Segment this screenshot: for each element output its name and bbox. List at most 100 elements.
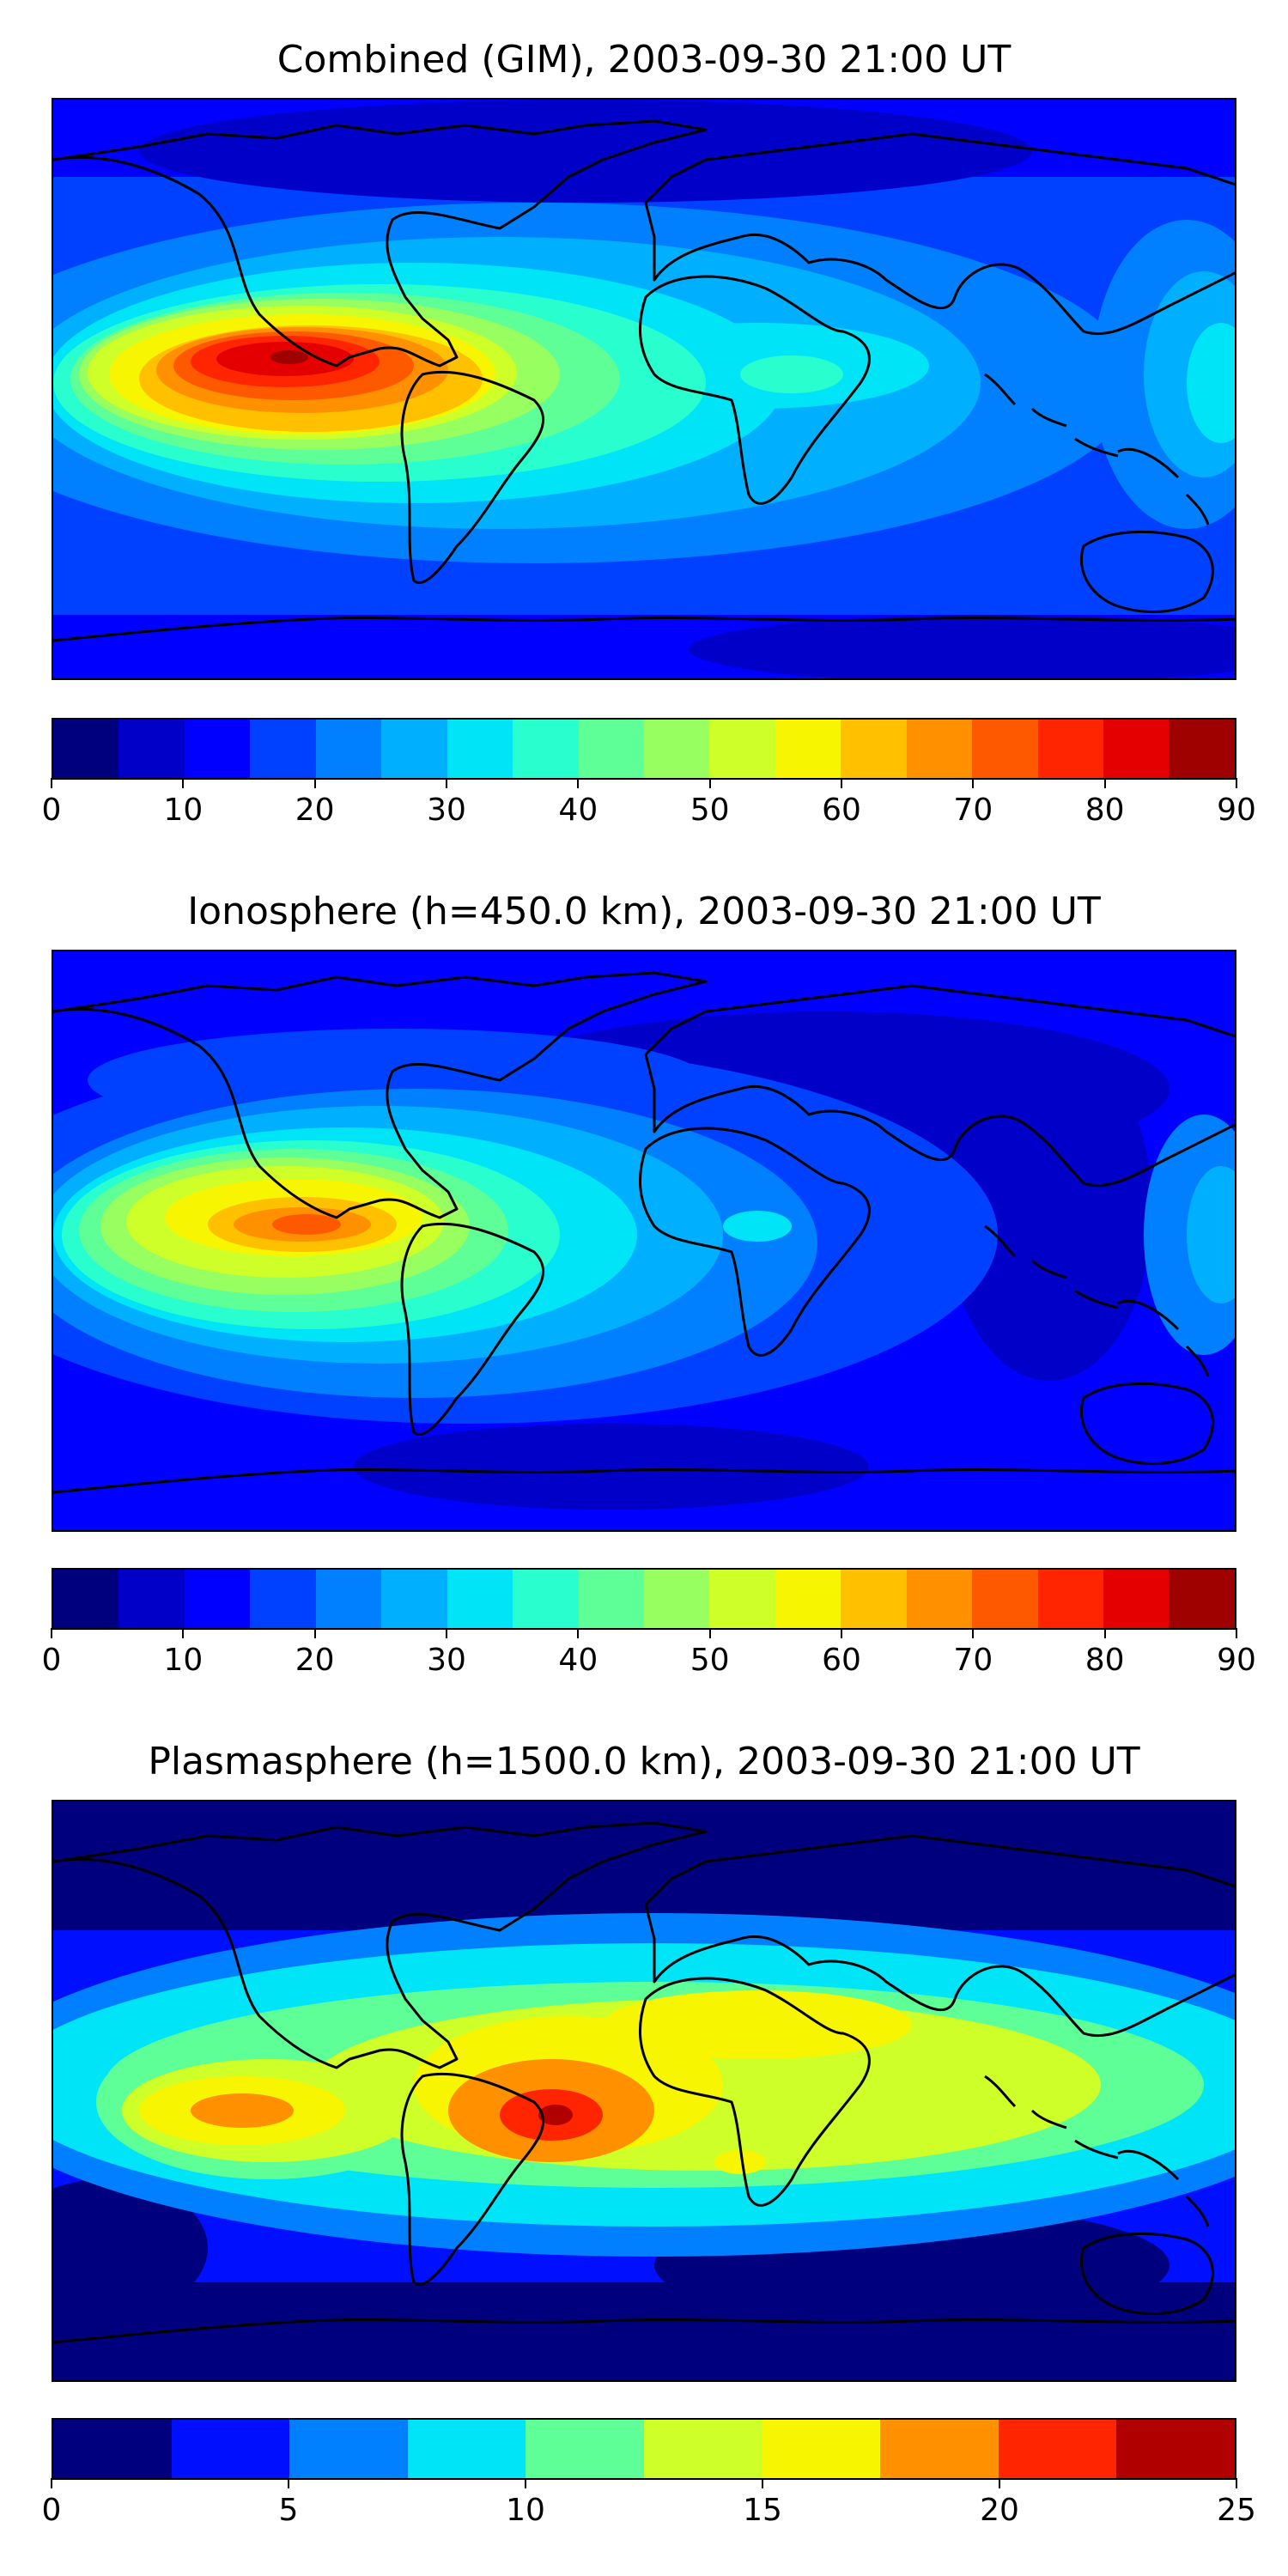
colorbar-tick-label: 90 [1217,1643,1256,1678]
colorbar-tick [1103,778,1106,788]
colorbar-tick-label: 0 [41,2493,62,2528]
colorbar-segment [1169,720,1235,778]
colorbar-tick [1236,778,1237,788]
colorbar-segment [1103,1570,1170,1628]
colorbar-segment [184,1570,251,1628]
colorbar-tick [1236,1628,1237,1638]
colorbar-tick-label: 20 [980,2493,1019,2528]
colorbar-segment [250,720,316,778]
colorbar-segment [381,1570,447,1628]
colorbar-tick [972,1628,975,1638]
panel-1-colorbar-ticks: 0 10 20 30 40 50 60 70 80 90 [42,778,1256,829]
colorbar-tick-label: 15 [743,2493,782,2528]
colorbar-segment [381,720,447,778]
colorbar-segment [118,1570,185,1628]
colorbar-segment [1037,720,1103,778]
colorbar-segment [643,720,710,778]
colorbar-tick [446,1628,447,1638]
colorbar-segment [841,1570,907,1628]
colorbar-tick [51,2478,52,2488]
panel-3-map [52,1800,1236,2382]
colorbar-segment [775,720,841,778]
colorbar-tick [708,1628,711,1638]
colorbar-tick [577,778,580,788]
colorbar-tick-label: 0 [41,793,62,828]
colorbar-tick-label: 60 [822,1643,861,1678]
colorbar-tick-label: 25 [1217,2493,1256,2528]
colorbar-segment [1103,720,1170,778]
colorbar-segment [526,2420,644,2478]
colorbar-segment [906,720,973,778]
colorbar-segment [513,1570,579,1628]
colorbar-tick [288,2478,289,2488]
panel-2-colorbar-ticks: 0 10 20 30 40 50 60 70 80 90 [42,1628,1256,1680]
colorbar-tick-label: 40 [558,793,598,828]
colorbar-tick [999,2478,1000,2488]
colorbar-segment [906,1570,973,1628]
colorbar-tick [446,778,447,788]
panel-3-colorbar-ticks: 0 5 10 15 20 25 [42,2478,1256,2530]
colorbar-tick-label: 70 [953,1643,993,1678]
colorbar-segment [315,720,382,778]
colorbar-segment [53,720,119,778]
colorbar-tick [762,2478,763,2488]
colorbar-tick-label: 5 [278,2493,299,2528]
colorbar-segment [171,2420,290,2478]
colorbar-segment [578,720,644,778]
colorbar-tick [972,778,975,788]
panel-3-colorbar [52,2418,1236,2480]
colorbar-segment [184,720,251,778]
colorbar-tick [708,778,711,788]
colorbar-segment [513,720,579,778]
colorbar-segment [998,2420,1117,2478]
colorbar-tick-label: 10 [163,793,204,828]
colorbar-segment [250,1570,316,1628]
colorbar-segment [315,1570,382,1628]
colorbar-tick-label: 60 [822,793,861,828]
colorbar-segment [407,2420,526,2478]
colorbar-tick [182,1628,185,1638]
colorbar-segment [972,720,1038,778]
colorbar-tick-label: 50 [690,793,730,828]
colorbar-tick [313,778,316,788]
panel-2-colorbar [52,1568,1236,1630]
colorbar-tick [51,778,52,788]
colorbar-segment [775,1570,841,1628]
colorbar-tick-label: 70 [953,793,993,828]
colorbar-tick-label: 20 [295,793,335,828]
colorbar-segment [53,1570,119,1628]
colorbar-segment [709,720,775,778]
colorbar-tick-label: 40 [558,1643,598,1678]
colorbar-tick-label: 50 [690,1643,730,1678]
colorbar-tick-label: 90 [1217,793,1256,828]
colorbar-tick [525,2478,526,2488]
panel-2-map [52,950,1236,1532]
colorbar-tick-label: 80 [1084,793,1125,828]
colorbar-tick [841,778,842,788]
colorbar-tick-label: 10 [506,2493,545,2528]
panel-1-colorbar [52,718,1236,780]
colorbar-segment [643,1570,710,1628]
colorbar-tick [313,1628,316,1638]
panel-1-title: Combined (GIM), 2003-09-30 21:00 UT [276,38,1012,82]
colorbar-tick-label: 80 [1084,1643,1125,1678]
colorbar-segment [841,720,907,778]
colorbar-tick-label: 30 [427,793,466,828]
colorbar-segment [1037,1570,1103,1628]
colorbar-segment [762,2420,881,2478]
colorbar-segment [289,2420,408,2478]
colorbar-tick [1103,1628,1106,1638]
colorbar-segment [578,1570,644,1628]
colorbar-segment [53,2420,172,2478]
colorbar-tick-label: 30 [427,1643,466,1678]
colorbar-tick [182,778,185,788]
colorbar-tick [51,1628,52,1638]
panel-3-title: Plasmasphere (h=1500.0 km), 2003-09-30 2… [148,1740,1140,1783]
colorbar-tick-label: 10 [163,1643,204,1678]
colorbar-segment [643,2420,762,2478]
colorbar-tick [577,1628,580,1638]
panel-1-map [52,98,1236,680]
colorbar-segment [447,720,513,778]
panel-2-title: Ionosphere (h=450.0 km), 2003-09-30 21:0… [187,890,1101,933]
colorbar-segment [709,1570,775,1628]
